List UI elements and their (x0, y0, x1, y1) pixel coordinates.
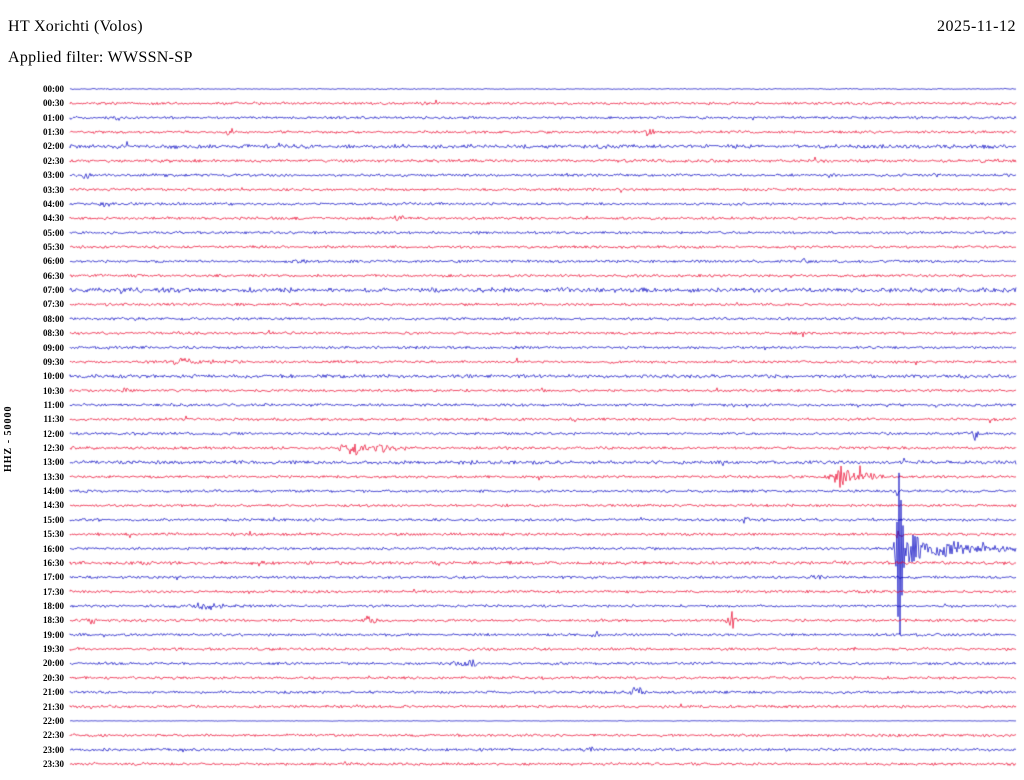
time-label: 22:00 (43, 715, 64, 726)
time-label: 21:30 (43, 701, 64, 712)
time-label: 16:00 (43, 543, 64, 554)
time-label: 21:00 (43, 687, 64, 698)
time-label: 17:00 (43, 572, 64, 583)
station-title: HT Xorichti (Volos) (8, 18, 143, 35)
time-label: 03:00 (43, 170, 64, 181)
time-label: 10:00 (43, 371, 64, 382)
time-label: 18:00 (43, 601, 64, 612)
time-label: 11:30 (43, 414, 64, 425)
time-label: 15:30 (43, 529, 64, 540)
time-label: 23:30 (43, 759, 64, 769)
time-label: 08:00 (43, 313, 64, 324)
time-label: 09:00 (43, 342, 64, 353)
time-label: 22:30 (43, 730, 64, 741)
time-label: 06:00 (43, 256, 64, 267)
time-label: 19:00 (43, 629, 64, 640)
time-label: 07:00 (43, 285, 64, 296)
time-label: 19:30 (43, 644, 64, 655)
time-label: 17:30 (43, 586, 64, 597)
time-label: 12:00 (43, 428, 64, 439)
time-label: 11:00 (43, 399, 64, 410)
time-label: 13:30 (43, 471, 64, 482)
time-label: 05:00 (43, 227, 64, 238)
time-label: 20:00 (43, 658, 64, 669)
time-label: 04:30 (43, 213, 64, 224)
time-label: 10:30 (43, 385, 64, 396)
time-label: 05:30 (43, 241, 64, 252)
time-label: 03:30 (43, 184, 64, 195)
filter-label: Applied filter: WWSSN-SP (8, 49, 193, 66)
time-label: 16:30 (43, 557, 64, 568)
time-label: 18:30 (43, 615, 64, 626)
time-label: 00:30 (43, 98, 64, 109)
time-label: 02:30 (43, 155, 64, 166)
time-label: 13:00 (43, 457, 64, 468)
time-label: 20:30 (43, 672, 64, 683)
time-label: 01:00 (43, 112, 64, 123)
time-label: 04:00 (43, 198, 64, 209)
time-label: 01:30 (43, 127, 64, 138)
time-label: 09:30 (43, 356, 64, 367)
time-label: 02:00 (43, 141, 64, 152)
time-label: 12:30 (43, 443, 64, 454)
date-label: 2025-11-12 (936, 18, 1016, 35)
time-label: 15:00 (43, 514, 64, 525)
time-label: 07:30 (43, 299, 64, 310)
time-label: 00:00 (43, 84, 64, 94)
time-label: 08:30 (43, 328, 64, 339)
time-label: 14:00 (43, 486, 64, 497)
time-label: 06:30 (43, 270, 64, 281)
time-label: 23:00 (43, 744, 64, 755)
time-label: 14:30 (43, 500, 64, 511)
